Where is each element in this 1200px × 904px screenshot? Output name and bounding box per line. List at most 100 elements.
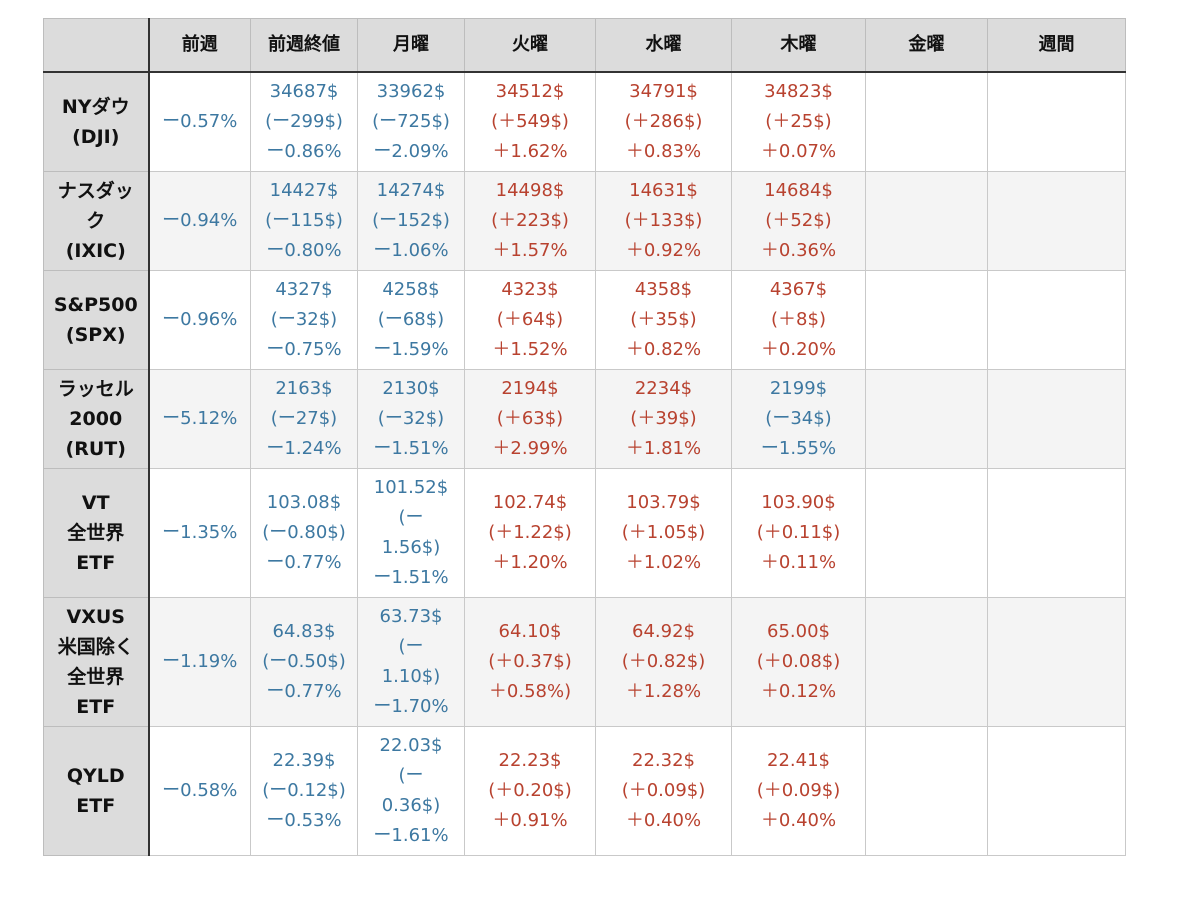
cell-value-line: 33962$ (376, 81, 446, 102)
row-label-dji: NYダウ (DJI) (43, 71, 150, 172)
cell-prev-close: 34687$ (ー299$) ー0.86% (250, 71, 358, 172)
cell-prev-close: 4327$ (ー32$) ー0.75% (250, 270, 358, 370)
cell-value-line: ＋0.36% (760, 240, 837, 261)
cell-value-line: ＋0.92% (625, 240, 702, 261)
cell-wednesday: 103.79$ (＋1.05$) ＋1.02% (595, 468, 732, 598)
header-monday: 月曜 (357, 18, 465, 73)
table-body: NYダウ (DJI) ー0.57% 34687$ (ー299$) ー0.86% 33962$… (43, 71, 1126, 856)
cell-wednesday: 2234$ (＋39$) ＋1.81% (595, 369, 732, 469)
cell-value-line: 14498$ (495, 180, 565, 201)
header-thursday: 木曜 (731, 18, 866, 73)
cell-wednesday: 14631$ (＋133$) ＋0.92% (595, 171, 732, 271)
row-label-ixic: ナスダック (IXIC) (43, 171, 150, 271)
cell-value-line: 2194$ (501, 378, 559, 399)
cell-weekly (987, 468, 1126, 598)
cell-value-line: (ー (398, 636, 424, 657)
cell-value-line: 22.32$ (632, 750, 695, 771)
cell-value-line: (＋52$) (765, 210, 832, 231)
cell-tuesday: 14498$ (＋223$) ＋1.57% (464, 171, 596, 271)
cell-prev-close: 2163$ (ー27$) ー1.24% (250, 369, 358, 469)
cell-value-line: ＋0.11% (760, 552, 837, 573)
cell-value-line: (ー0.80$) (262, 522, 346, 543)
cell-value-line: 34687$ (269, 81, 339, 102)
cell-monday: 14274$ (ー152$) ー1.06% (357, 171, 465, 271)
cell-thursday: 22.41$ (＋0.09$) ＋0.40% (731, 726, 866, 856)
cell-value-line: 103.79$ (626, 492, 701, 513)
cell-friday (865, 726, 988, 856)
cell-value-line: (＋0.09$) (756, 780, 841, 801)
cell-thursday: 103.90$ (＋0.11$) ＋0.11% (731, 468, 866, 598)
cell-value-line: ＋1.02% (625, 552, 702, 573)
weekly-index-table: 前週 前週終値 月曜 火曜 水曜 木曜 金曜 週間 NYダウ (DJI) ー0.57… (43, 18, 1126, 856)
cell-value-line: 63.73$ (379, 606, 443, 627)
cell-value-line: (＋223$) (491, 210, 569, 231)
cell-value-line: 4258$ (382, 279, 440, 300)
prev-week-change: ー0.96% (148, 270, 251, 370)
cell-value-line: 34512$ (495, 81, 565, 102)
cell-value-line: 22.39$ (272, 750, 336, 771)
row-label-vxus: VXUS 米国除く 全世界 ETF (43, 597, 150, 727)
cell-value-line: 103.90$ (761, 492, 836, 513)
cell-value-line: (＋0.20$) (488, 780, 572, 801)
cell-wednesday: 4358$ (＋35$) ＋0.82% (595, 270, 732, 370)
table-row: S&P500 (SPX) ー0.96% 4327$ (ー32$) ー0.75% 4258$ (… (43, 270, 1126, 370)
cell-value-line: (＋64$) (496, 309, 564, 330)
cell-value-line: (ー (398, 765, 424, 786)
cell-weekly (987, 369, 1126, 469)
cell-value-line: 4367$ (769, 279, 828, 300)
cell-thursday: 65.00$ (＋0.08$) ＋0.12% (731, 597, 866, 727)
table-row: QYLD ETF ー0.58% 22.39$ (ー0.12$) ー0.53% 22.03$ (… (43, 726, 1126, 856)
cell-value-line: 101.52$ (373, 477, 449, 498)
cell-value-line: (＋39$) (630, 408, 697, 429)
cell-value-line: (＋286$) (624, 111, 703, 132)
cell-value-line: 0.36$) (381, 795, 441, 816)
cell-tuesday: 64.10$ (＋0.37$) ＋0.58%) (464, 597, 596, 727)
cell-value-line: 64.10$ (498, 621, 562, 642)
cell-tuesday: 4323$ (＋64$) ＋1.52% (464, 270, 596, 370)
prev-week-change: ー0.57% (148, 71, 251, 172)
cell-value-line: ＋0.12% (760, 681, 837, 702)
prev-week-change: ー0.94% (148, 171, 251, 271)
cell-value-line: 34823$ (764, 81, 833, 102)
row-label-qyld: QYLD ETF (43, 726, 150, 856)
cell-weekly (987, 726, 1126, 856)
cell-friday (865, 171, 988, 271)
row-label-line: (SPX) (65, 324, 126, 346)
cell-prev-close: 14427$ (ー115$) ー0.80% (250, 171, 358, 271)
row-label-line: S&P500 (53, 294, 138, 316)
row-label-line: VXUS (66, 606, 125, 628)
cell-value-line: 64.83$ (272, 621, 336, 642)
cell-wednesday: 64.92$ (＋0.82$) ＋1.28% (595, 597, 732, 727)
cell-value-line: (ー725$) (372, 111, 450, 132)
cell-monday: 2130$ (ー32$) ー1.51% (357, 369, 465, 469)
row-label-line: QYLD (66, 765, 125, 787)
header-friday: 金曜 (865, 18, 988, 73)
cell-value-line: ー1.51% (373, 438, 449, 459)
cell-value-line: ＋0.07% (760, 141, 837, 162)
cell-monday: 63.73$ (ー 1.10$) ー1.70% (357, 597, 465, 727)
cell-value-line: (＋549$) (491, 111, 569, 132)
cell-value-line: 65.00$ (767, 621, 830, 642)
cell-value-line: ー0.75% (266, 339, 342, 360)
row-label-line: NYダウ (61, 96, 130, 118)
header-corner (43, 18, 150, 73)
row-label-line: ETF (76, 552, 116, 574)
cell-value-line: (ー0.12$) (262, 780, 346, 801)
cell-monday: 4258$ (ー68$) ー1.59% (357, 270, 465, 370)
cell-value-line: (＋8$) (771, 309, 826, 330)
table-wrapper: 前週 前週終値 月曜 火曜 水曜 木曜 金曜 週間 NYダウ (DJI) ー0.57… (43, 18, 1126, 856)
cell-value-line: ー1.61% (373, 825, 449, 846)
header-row: 前週 前週終値 月曜 火曜 水曜 木曜 金曜 週間 (43, 18, 1126, 73)
prev-week-change: ー1.35% (148, 468, 251, 598)
cell-friday (865, 597, 988, 727)
cell-value-line: (＋63$) (496, 408, 564, 429)
cell-friday (865, 71, 988, 172)
cell-value-line: 103.08$ (266, 492, 342, 513)
cell-weekly (987, 597, 1126, 727)
cell-value-line: 2234$ (634, 378, 693, 399)
cell-value-line: (ー32$) (377, 408, 445, 429)
cell-value-line: ー1.55% (760, 438, 837, 459)
cell-value-line: (＋0.82$) (621, 651, 706, 672)
cell-tuesday: 22.23$ (＋0.20$) ＋0.91% (464, 726, 596, 856)
cell-thursday: 2199$ (ー34$) ー1.55% (731, 369, 866, 469)
